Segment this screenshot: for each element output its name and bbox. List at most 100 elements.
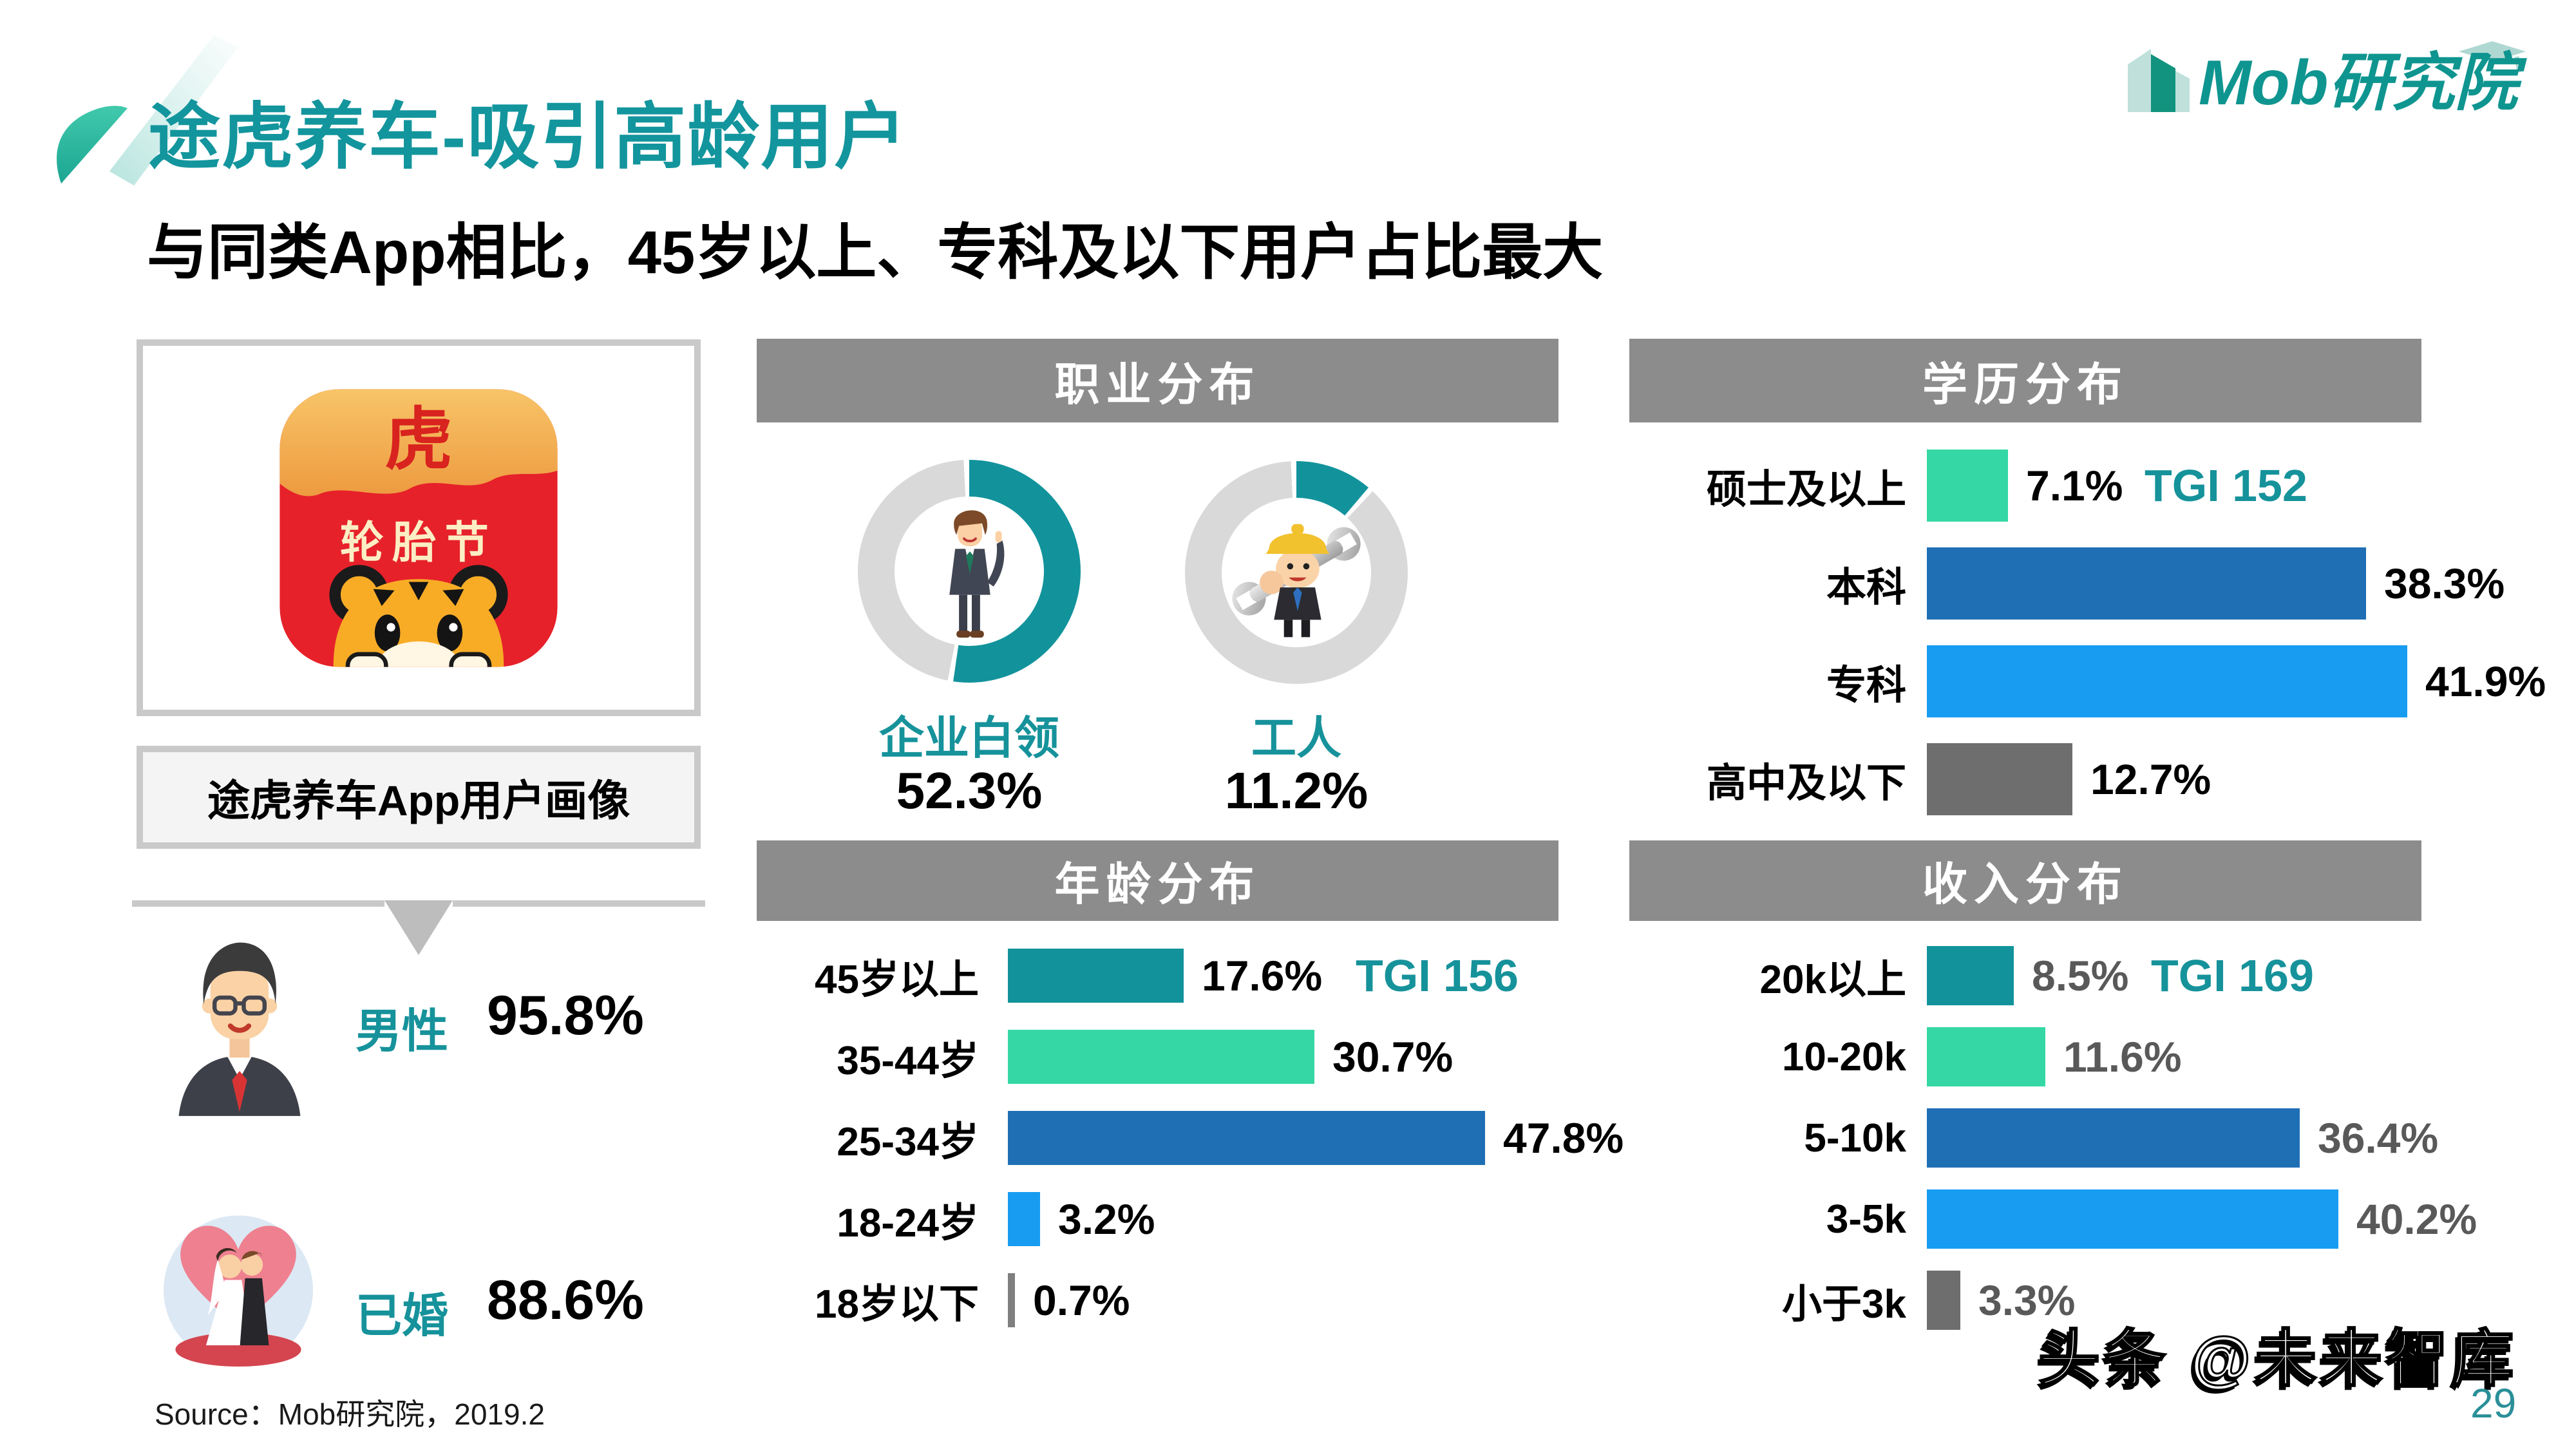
married-couple-icon bbox=[164, 1215, 313, 1367]
page-title: 途虎养车-吸引高龄用户 bbox=[148, 97, 908, 177]
bar-row: 10-20k 11.6% bbox=[1629, 1016, 2421, 1097]
value-label: 47.8% bbox=[1503, 1114, 1624, 1162]
businessman-icon bbox=[178, 942, 301, 1116]
graduation-cap-icon bbox=[2459, 41, 2526, 73]
app-icon-box: 虎 轮胎节 bbox=[137, 339, 701, 716]
category-label: 45岁以上 bbox=[815, 958, 979, 1002]
bar bbox=[1927, 1189, 2338, 1249]
donut-chart-white-collar bbox=[858, 460, 1081, 683]
value-label: 12.7% bbox=[2090, 755, 2211, 803]
category-label: 5-10k bbox=[1804, 1115, 1906, 1160]
category-label: 3-5k bbox=[1826, 1197, 1906, 1242]
value-label: 7.1% bbox=[2026, 462, 2123, 509]
divider-line bbox=[453, 900, 705, 907]
donut-label-worker: 工人 bbox=[1251, 713, 1341, 763]
leaf-decoration-icon bbox=[57, 35, 238, 185]
donut-chart-worker bbox=[1185, 461, 1408, 684]
age-bar-chart: 45岁以上 17.6% TGI 156 35-44岁 30.7% 25-34岁 47.8% 1… bbox=[757, 935, 1624, 1341]
section-header-age: 年龄分布 bbox=[757, 840, 1558, 921]
category-label: 专科 bbox=[1826, 663, 1906, 708]
income-bar-chart: 20k以上 8.5% TGI 169 10-20k 11.6% 5-10k 36.4% 3-5… bbox=[1629, 935, 2477, 1341]
category-label: 高中及以下 bbox=[1706, 761, 1906, 806]
worker-icon bbox=[1232, 524, 1361, 638]
gender-value: 95.8% bbox=[487, 985, 644, 1046]
value-label: 38.3% bbox=[2384, 560, 2505, 607]
section-header-education: 学历分布 bbox=[1629, 339, 2421, 422]
value-label: 3.2% bbox=[1058, 1195, 1155, 1243]
value-label: 40.2% bbox=[2356, 1195, 2477, 1243]
building-icon bbox=[2128, 49, 2190, 112]
tgi-annotation: TGI 169 bbox=[2151, 951, 2314, 1001]
section-header-occupation: 职业分布 bbox=[757, 339, 1558, 422]
bar bbox=[1927, 1271, 1960, 1330]
bar bbox=[1927, 743, 2072, 815]
bar bbox=[1008, 1192, 1040, 1246]
watermark: 头条 @未来智库 bbox=[2037, 1324, 2518, 1395]
logo-text: Mob研究院 bbox=[2199, 47, 2527, 118]
bar-row: 20k以上 8.5% TGI 169 bbox=[1629, 935, 2421, 1016]
bar bbox=[1008, 1030, 1314, 1084]
value-label: 0.7% bbox=[1033, 1276, 1130, 1324]
bar bbox=[1927, 1108, 2300, 1168]
bar-row: 硕士及以上 7.1% TGI 152 bbox=[1629, 437, 2421, 535]
bar-row: 3-5k 40.2% bbox=[1629, 1179, 2477, 1260]
app-icon-char: 虎 bbox=[384, 401, 453, 477]
source-note: Source：Mob研究院，2019.2 bbox=[155, 1397, 545, 1431]
triangle-pointer-icon bbox=[384, 900, 453, 955]
bar bbox=[1008, 949, 1184, 1003]
category-label: 25-34岁 bbox=[837, 1120, 979, 1164]
category-label: 35-44岁 bbox=[837, 1039, 979, 1083]
category-label: 10-20k bbox=[1781, 1034, 1906, 1079]
category-label: 本科 bbox=[1826, 565, 1906, 610]
tiger-face-icon bbox=[329, 564, 508, 667]
tgi-annotation: TGI 156 bbox=[1356, 951, 1519, 1001]
bar-row: 小于3k 3.3% bbox=[1629, 1260, 2421, 1341]
value-label: 8.5% bbox=[2032, 952, 2129, 999]
bar-row: 高中及以下 12.7% bbox=[1629, 730, 2421, 828]
gender-label: 男性 bbox=[355, 1006, 449, 1057]
bar bbox=[1008, 1273, 1015, 1327]
bar bbox=[1927, 946, 2014, 1005]
value-label: 3.3% bbox=[1978, 1276, 2076, 1324]
education-bar-chart: 硕士及以上 7.1% TGI 152 本科 38.3% 专科 41.9% 高中及以下 12.7% bbox=[1629, 437, 2546, 828]
user-profile-caption: 途虎养车App用户画像 bbox=[137, 746, 701, 849]
value-label: 41.9% bbox=[2425, 658, 2546, 705]
bar-row: 本科 38.3% bbox=[1629, 535, 2505, 632]
bar bbox=[1927, 1027, 2045, 1086]
category-label: 小于3k bbox=[1782, 1282, 1906, 1327]
bar bbox=[1927, 547, 2366, 620]
page-number: 29 bbox=[2470, 1380, 2517, 1426]
value-label: 11.6% bbox=[2063, 1033, 2182, 1081]
bar bbox=[1927, 450, 2008, 522]
donut-value-worker: 11.2% bbox=[1224, 762, 1368, 819]
bar-row: 18岁以下 0.7% bbox=[757, 1260, 1558, 1341]
bar-row: 18-24岁 3.2% bbox=[757, 1179, 1558, 1260]
marriage-label: 已婚 bbox=[355, 1291, 449, 1342]
marriage-value: 88.6% bbox=[487, 1269, 644, 1331]
value-label: 30.7% bbox=[1332, 1033, 1454, 1081]
page-subtitle: 与同类App相比，45岁以上、专科及以下用户占比最大 bbox=[147, 218, 1604, 286]
tgi-annotation: TGI 152 bbox=[2145, 460, 2307, 511]
bar-row: 专科 41.9% bbox=[1629, 632, 2546, 730]
category-label: 18岁以下 bbox=[815, 1282, 979, 1327]
divider-line bbox=[132, 900, 384, 907]
category-label: 18-24岁 bbox=[837, 1201, 979, 1245]
bar bbox=[1927, 645, 2407, 717]
donut-value-white-collar: 52.3% bbox=[896, 762, 1043, 819]
mob-logo: Mob研究院 bbox=[2128, 41, 2527, 118]
app-icon-banner: 轮胎节 bbox=[340, 518, 497, 567]
donut-label-white-collar: 企业白领 bbox=[879, 713, 1059, 763]
section-header-income: 收入分布 bbox=[1629, 840, 2421, 921]
bar bbox=[1008, 1111, 1485, 1165]
value-label: 36.4% bbox=[2318, 1114, 2439, 1162]
white-collar-icon bbox=[949, 510, 1005, 638]
value-label: 17.6% bbox=[1202, 952, 1323, 999]
category-label: 硕士及以上 bbox=[1706, 468, 1906, 512]
bar-row: 5-10k 36.4% bbox=[1629, 1097, 2438, 1179]
app-icon: 虎 轮胎节 bbox=[279, 388, 558, 667]
bar-row: 45岁以上 17.6% TGI 156 bbox=[757, 935, 1558, 1016]
bar-row: 25-34岁 47.8% bbox=[757, 1097, 1624, 1179]
category-label: 20k以上 bbox=[1759, 958, 1906, 1002]
bar-row: 35-44岁 30.7% bbox=[757, 1016, 1558, 1097]
